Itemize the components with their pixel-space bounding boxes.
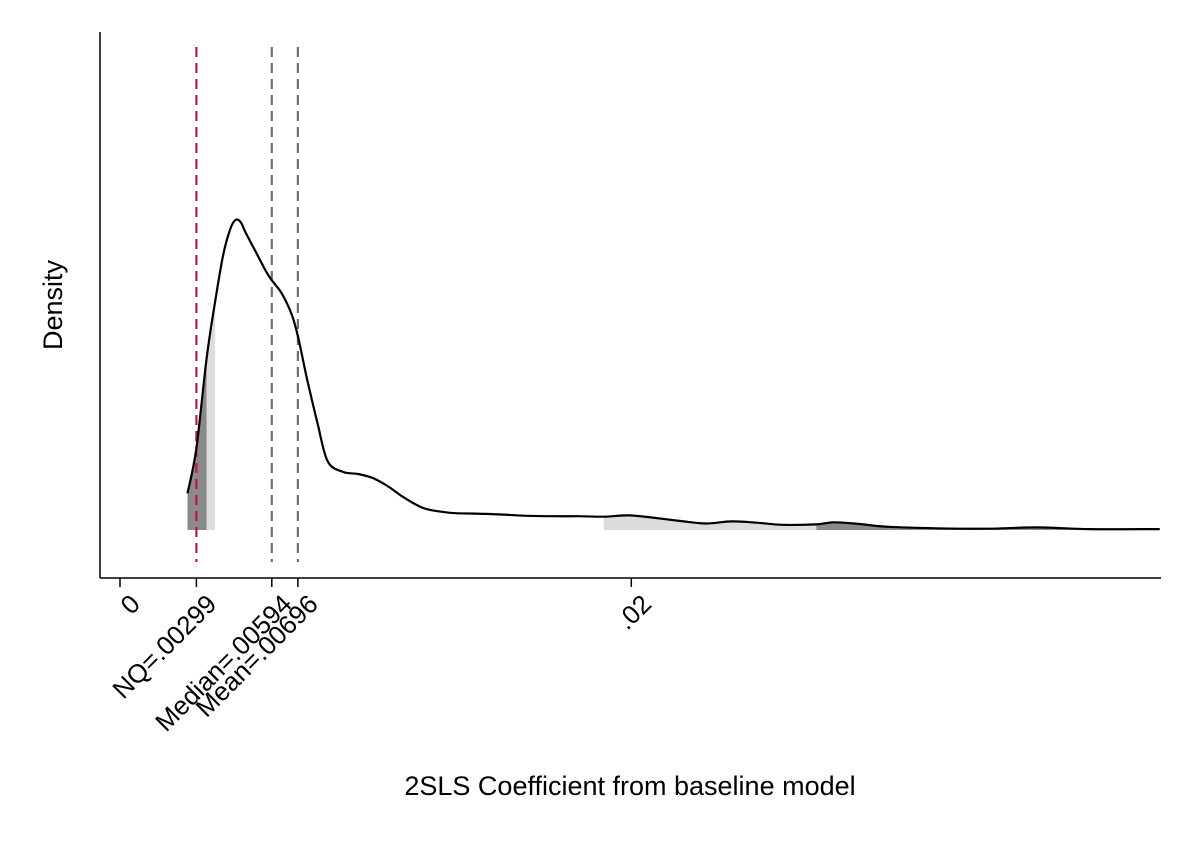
reference-lines bbox=[195, 47, 299, 562]
shaded-tail-light-1 bbox=[206, 301, 216, 530]
y-axis-title: Density bbox=[38, 259, 68, 350]
x-tick-label: Median=.00594 bbox=[149, 589, 297, 737]
density-curve bbox=[186, 218, 1160, 531]
x-tick-label: 0 bbox=[114, 589, 145, 620]
shaded-tail-areas bbox=[187, 301, 1160, 530]
x-tick-label: .02 bbox=[610, 589, 657, 636]
x-axis-title: 2SLS Coefficient from baseline model bbox=[404, 771, 855, 801]
